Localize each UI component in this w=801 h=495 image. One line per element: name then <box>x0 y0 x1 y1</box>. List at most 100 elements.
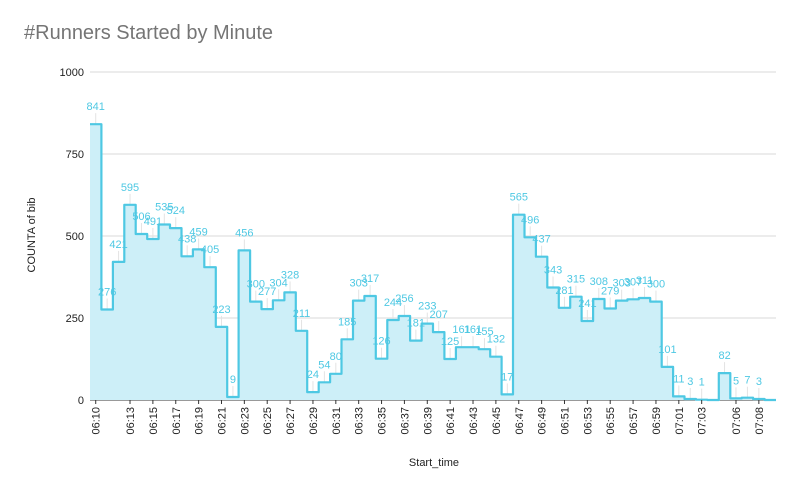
data-label: 311 <box>636 275 654 287</box>
data-label: 565 <box>510 192 528 204</box>
y-tick-label: 750 <box>66 149 84 161</box>
data-label: 7 <box>744 375 750 387</box>
data-label: 241 <box>578 298 596 310</box>
data-label: 421 <box>109 239 127 251</box>
data-label: 343 <box>544 265 562 277</box>
data-label: 17 <box>501 371 513 383</box>
x-axis-title: Start_time <box>409 457 459 469</box>
x-tick-label: 06:41 <box>445 407 457 435</box>
x-tick-label: 07:06 <box>731 407 743 435</box>
data-label: 244 <box>384 297 402 309</box>
series-line <box>90 123 776 402</box>
data-label: 11 <box>673 373 684 385</box>
y-tick-label: 250 <box>66 313 84 325</box>
data-labels: 8412764215955064915355244384594052239456… <box>87 101 762 389</box>
data-label: 161 <box>464 324 482 336</box>
data-label: 308 <box>590 276 608 288</box>
data-label: 207 <box>430 309 448 321</box>
x-tick-label: 06:37 <box>399 407 411 435</box>
data-label: 595 <box>121 182 139 194</box>
data-label: 405 <box>201 244 219 256</box>
x-tick-label: 06:45 <box>491 407 503 435</box>
data-label: 185 <box>338 316 356 328</box>
data-label: 303 <box>350 278 368 290</box>
data-label: 155 <box>475 326 493 338</box>
y-axis-ticks: 0 250 500 750 1000 <box>60 67 84 407</box>
x-tick-label: 06:53 <box>582 407 594 435</box>
data-label: 181 <box>407 318 425 330</box>
x-tick-label: 06:23 <box>239 407 251 435</box>
label-drop-lines <box>95 113 760 400</box>
data-label: 279 <box>601 286 619 298</box>
x-tick-label: 06:59 <box>651 407 663 435</box>
x-tick-label: 06:15 <box>148 407 160 435</box>
data-label: 506 <box>132 211 150 223</box>
x-tick-label: 06:31 <box>331 407 343 435</box>
data-label: 211 <box>293 308 311 320</box>
y-tick-label: 1000 <box>60 67 84 79</box>
data-label: 300 <box>647 279 665 291</box>
x-tick-label: 06:33 <box>354 407 366 435</box>
data-label: 233 <box>418 301 436 313</box>
data-label: 9 <box>230 374 236 386</box>
data-label: 5 <box>733 375 739 387</box>
area-series-fill <box>90 124 776 400</box>
data-label: 1 <box>699 377 705 389</box>
data-label: 438 <box>178 233 196 245</box>
x-tick-label: 06:13 <box>125 407 137 435</box>
y-tick-label: 0 <box>78 395 84 407</box>
x-tick-label: 06:55 <box>605 407 617 435</box>
data-label: 3 <box>687 376 693 388</box>
data-label: 82 <box>718 350 730 362</box>
data-label: 304 <box>269 277 287 289</box>
x-tick-label: 06:35 <box>377 407 389 435</box>
data-label: 223 <box>212 304 230 316</box>
x-tick-label: 06:19 <box>194 407 206 435</box>
x-tick-label: 06:29 <box>308 407 320 435</box>
x-tick-label: 07:08 <box>754 407 766 435</box>
chart-title: #Runners Started by Minute <box>24 22 274 44</box>
data-label: 54 <box>318 359 330 371</box>
data-label: 161 <box>452 324 470 336</box>
x-tick-label: 06:47 <box>514 407 526 435</box>
data-label: 307 <box>624 276 642 288</box>
data-label: 315 <box>567 274 585 286</box>
data-label: 80 <box>330 351 342 363</box>
data-label: 132 <box>487 334 505 346</box>
x-axis-ticks: 06:10 06:13 06:15 06:17 06:19 06:21 06:23 06:25… <box>91 400 766 435</box>
data-label: 3 <box>756 376 762 388</box>
x-tick-label: 06:51 <box>560 407 572 435</box>
x-tick-label: 06:25 <box>262 407 274 435</box>
x-tick-label: 06:43 <box>468 407 480 435</box>
data-label: 459 <box>189 226 207 238</box>
data-label: 281 <box>555 285 573 297</box>
data-label: 841 <box>87 101 105 113</box>
data-label: 256 <box>395 293 413 305</box>
x-tick-label: 07:01 <box>674 407 686 435</box>
data-label: 535 <box>155 202 173 214</box>
x-tick-label: 06:17 <box>171 407 183 435</box>
data-label: 300 <box>247 279 265 291</box>
data-label: 317 <box>361 273 379 285</box>
x-tick-label: 06:10 <box>91 407 103 435</box>
data-label: 496 <box>521 214 539 226</box>
x-tick-label: 06:21 <box>217 407 229 435</box>
x-tick-label: 06:49 <box>537 407 549 435</box>
data-label: 303 <box>613 278 631 290</box>
data-label: 24 <box>307 369 319 381</box>
x-tick-label: 06:57 <box>628 407 640 435</box>
data-label: 125 <box>441 336 459 348</box>
data-label: 456 <box>235 227 253 239</box>
x-tick-label: 07:03 <box>697 407 709 435</box>
data-label: 328 <box>281 269 299 281</box>
data-label: 437 <box>532 234 550 246</box>
x-tick-label: 06:39 <box>422 407 434 435</box>
y-tick-label: 500 <box>66 231 84 243</box>
data-label: 277 <box>258 286 276 298</box>
data-label: 126 <box>372 336 390 348</box>
data-label: 524 <box>167 205 185 217</box>
x-tick-label: 06:27 <box>285 407 297 435</box>
data-label: 101 <box>658 344 676 356</box>
data-label: 491 <box>144 216 162 228</box>
